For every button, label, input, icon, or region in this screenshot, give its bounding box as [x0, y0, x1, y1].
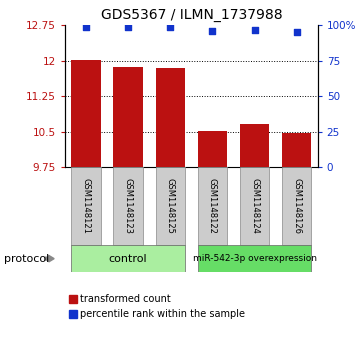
Text: miR-542-3p overexpression: miR-542-3p overexpression	[192, 254, 317, 263]
Point	[125, 24, 131, 30]
Bar	[282, 167, 311, 245]
Point	[209, 28, 215, 34]
Point	[252, 27, 257, 33]
Point	[168, 24, 173, 30]
Bar	[240, 167, 269, 245]
Bar	[156, 68, 185, 167]
Text: GSM1148123: GSM1148123	[124, 178, 132, 234]
Text: GSM1148125: GSM1148125	[166, 178, 175, 234]
Bar	[71, 60, 101, 167]
Point	[294, 30, 300, 36]
Bar	[197, 245, 311, 272]
Text: control: control	[109, 254, 147, 264]
Bar	[197, 167, 227, 245]
Text: GSM1148122: GSM1148122	[208, 178, 217, 234]
Bar	[240, 123, 269, 167]
Text: GSM1148121: GSM1148121	[82, 178, 91, 234]
Text: GSM1148126: GSM1148126	[292, 178, 301, 234]
Text: transformed count: transformed count	[80, 294, 171, 304]
Bar	[113, 167, 143, 245]
Point	[83, 24, 89, 30]
Text: percentile rank within the sample: percentile rank within the sample	[80, 309, 245, 319]
Text: GSM1148124: GSM1148124	[250, 178, 259, 234]
Bar	[113, 67, 143, 167]
Bar	[197, 131, 227, 167]
Bar	[282, 134, 311, 167]
Text: protocol: protocol	[4, 254, 49, 264]
Bar	[71, 245, 185, 272]
Title: GDS5367 / ILMN_1737988: GDS5367 / ILMN_1737988	[100, 8, 282, 22]
Bar	[71, 167, 101, 245]
Bar	[156, 167, 185, 245]
